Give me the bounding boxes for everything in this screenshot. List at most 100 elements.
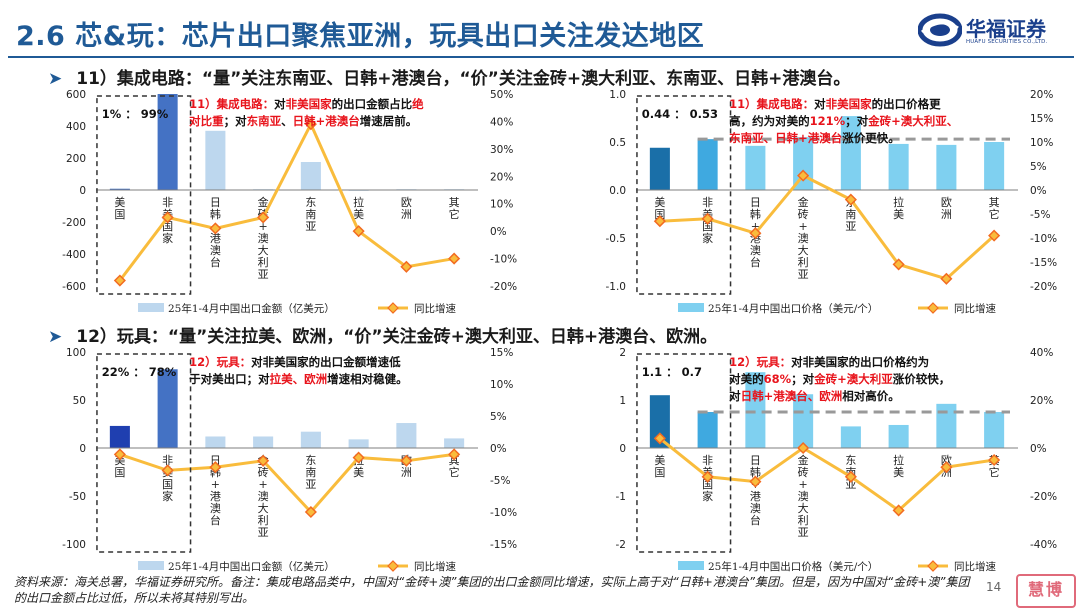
y2-axis-tick-label: 20% [1030,89,1053,101]
y-axis-tick-label: 0 [619,443,626,455]
page-title: 2.6 芯&玩：芯片出口聚焦亚洲，玩具出口关注发达地区 [16,21,705,52]
growth-rate-point [701,212,714,225]
legend-line-label: 同比增速 [954,302,996,315]
y-axis-tick-label: 2 [619,347,626,359]
y-axis-tick-label: -600 [62,281,86,293]
y2-axis-tick-label: -15% [490,539,517,551]
growth-rate-point [400,260,413,273]
annotation-line: 于对美出口；对拉美、欧洲增速相对稳健。 [189,371,479,388]
y2-axis-tick-label: -40% [1030,539,1057,551]
x-axis-category-label: 美国 [654,454,665,479]
growth-rate-line [119,452,455,515]
chart-annotation: 11）集成电路：对非美国家的出口价格更 高，约为对美的121%；对金砖+澳大利亚、… [729,96,1019,147]
annotation-segment: 非美国家 [285,97,332,111]
annotation-segment: 11）集成电路： [729,97,815,111]
company-logo: 华福证券 HUAFU SECURITIES CO.,LTD. [917,10,1068,54]
y2-axis-tick-label: -20% [490,281,517,293]
growth-rate-point [400,454,413,467]
annotation-segment: 对非美国家的出口金额增速低 [251,355,401,369]
ratio-label: 1.1 ： 0.7 [641,365,702,379]
annotation-segment: 金砖+澳大利亚、 [868,114,959,128]
x-axis-category-label: 美国 [114,196,125,221]
y2-axis-tick-label: -5% [490,475,510,487]
y2-axis-tick-label: 30% [490,144,513,156]
y-axis-tick-label: 0 [79,443,86,455]
x-axis-category-label: 非美国家 [162,454,173,503]
legend-line-label: 同比增速 [414,302,456,315]
growth-rate-point [113,448,126,461]
growth-rate-point [653,432,666,445]
bar [984,142,1005,190]
growth-rate-point [988,229,1001,242]
legend-bar-swatch [678,561,704,570]
y2-axis-tick-label: 40% [490,116,513,128]
header-divider [8,56,1074,58]
annotation-segment: 涨价更快。 [842,131,900,145]
chart-svg: -100 -50 0 50 100 -15% -10% -5% 0% 5% 10% 15% 美国 非美国家… [62,347,517,573]
annotation-segment: 对美的 [729,372,764,386]
y-axis-tick-label: 0 [79,185,86,197]
legend-line-marker [387,560,399,572]
x-axis-category-label: 金砖+澳大利亚 [798,453,809,539]
annotation-segment: 增速居前。 [359,114,418,128]
bar [840,426,861,448]
y-axis-tick-label: -400 [62,249,86,261]
legend-bar-label: 25年1-4月中国出口价格（美元/个） [708,560,878,573]
growth-rate-point [352,225,365,238]
legend-bar-label: 25年1-4月中国出口金额（亿美元） [168,302,335,315]
annotation-segment: 日韩+港澳台 [292,114,360,128]
section-heading-ic: ➤ 11）集成电路：“量”关注东南亚、日韩+港澳台，“价”关注金砖+澳大利亚、东南… [48,64,850,89]
annotation-segment: 金砖+澳大利亚 [814,372,893,386]
y2-axis-tick-label: 50% [490,89,513,101]
bar [984,412,1005,448]
bar [649,395,670,448]
y-axis-tick-label: 1 [619,395,626,407]
x-axis-category-label: 其它 [449,454,460,479]
page-number: 14 [986,580,1002,594]
y2-axis-tick-label: 5% [1030,161,1047,173]
annotation-line: 12）玩具：对非美国家的出口金额增速低 [189,354,479,371]
y-axis-tick-label: -200 [62,217,86,229]
legend-bar-swatch [678,303,704,312]
annotation-segment: 11）集成电路： [189,97,275,111]
bar [649,147,670,190]
y2-axis-tick-label: 15% [1030,113,1053,125]
growth-rate-point [892,258,905,271]
legend-line-marker [387,302,399,314]
annotation-segment: 非美国家 [825,97,872,111]
annotation-segment: ；对 [791,372,815,386]
growth-rate-point [653,215,666,228]
y-axis-tick-label: -1.0 [606,281,627,293]
annotation-line: 对美的68%；对金砖+澳大利亚涨价较快， [729,371,1019,388]
bar [936,403,957,448]
y2-axis-tick-label: 20% [490,171,513,183]
comparison-box [636,95,732,295]
bar [205,436,226,448]
growth-rate-point [304,505,317,519]
annotation-line: 11）集成电路：对非美国家的出口金额占比绝 [189,96,479,113]
bar [300,162,321,190]
comparison-box [636,353,732,553]
annotation-segment: 121% [809,114,846,128]
x-axis-category-label: 美国 [114,454,125,479]
annotation-segment: 增速相对稳健。 [327,372,408,386]
legend-bar-label: 25年1-4月中国出口价格（美元/个） [708,302,878,315]
annotation-segment: 、 [281,114,293,128]
growth-rate-point [940,461,953,474]
section-heading-toys: ➤ 12）玩具：“量”关注拉美、欧洲，“价”关注金砖+澳大利亚、日韩+港澳台、欧洲… [48,322,717,347]
y-axis-tick-label: 0.5 [609,137,626,149]
growth-rate-point [892,504,905,517]
bar [697,412,718,448]
legend-bar-label: 25年1-4月中国出口金额（亿美元） [168,560,335,573]
watermark-stamp: 慧博 [1016,574,1076,608]
growth-rate-point [257,454,270,467]
logo-emblem-icon [917,13,963,47]
y2-axis-tick-label: 0% [490,443,507,455]
y-axis-tick-label: -0.5 [606,233,627,245]
bar [745,372,766,448]
growth-rate-point [448,252,461,265]
annotation-segment: 68% [763,372,792,386]
growth-rate-line [659,173,996,281]
annotation-segment: 对非美国家的出口价格约为 [791,355,930,369]
legend-line-label: 同比增速 [414,560,456,573]
